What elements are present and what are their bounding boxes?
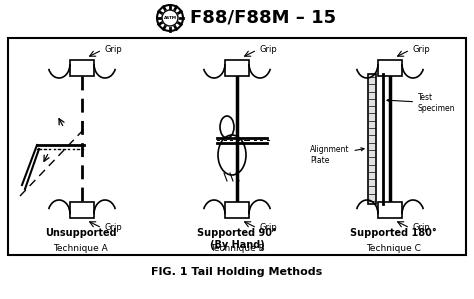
Text: Grip: Grip	[260, 223, 278, 233]
Text: ASTM: ASTM	[164, 16, 176, 20]
Text: Technique C: Technique C	[366, 244, 421, 253]
Text: Supported 180°: Supported 180°	[350, 228, 437, 238]
Text: Grip: Grip	[413, 45, 431, 54]
Bar	[70, 202, 94, 218]
Text: F88/F88M – 15: F88/F88M – 15	[190, 9, 336, 27]
Text: Grip: Grip	[260, 45, 278, 54]
Text: Alignment
Plate: Alignment Plate	[310, 145, 364, 165]
Bar	[8, 38, 466, 255]
Text: Unsupported: Unsupported	[45, 228, 117, 238]
Bar	[70, 60, 94, 76]
Text: Technique A: Technique A	[53, 244, 108, 253]
Bar	[378, 202, 402, 218]
Bar	[378, 60, 402, 76]
Text: Supported 90°
(By Hand): Supported 90° (By Hand)	[197, 228, 277, 250]
Text: Grip: Grip	[105, 223, 123, 233]
Text: Technique B: Technique B	[210, 244, 264, 253]
Bar	[225, 202, 249, 218]
Text: Grip: Grip	[413, 223, 431, 233]
Bar	[225, 60, 249, 76]
Text: Test
Specimen: Test Specimen	[387, 93, 456, 113]
Bar	[368, 74, 376, 204]
Text: Grip: Grip	[105, 45, 123, 54]
Text: FIG. 1 Tail Holding Methods: FIG. 1 Tail Holding Methods	[151, 267, 323, 277]
